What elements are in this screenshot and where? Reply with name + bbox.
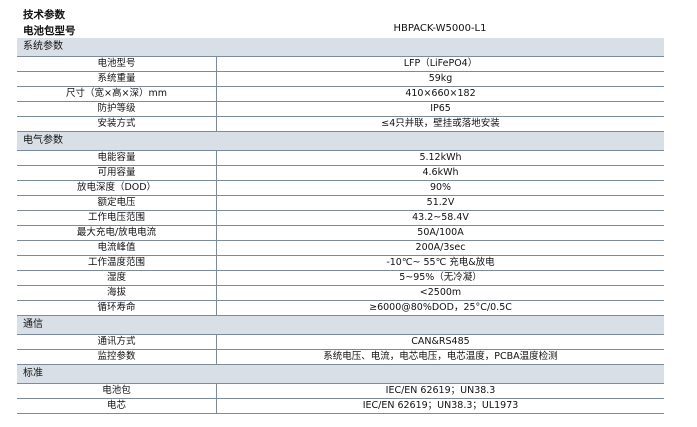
table-row: 工作温度范围 -10℃~ 55℃ 充电&放电 bbox=[17, 255, 664, 271]
table-row: 循环寿命 ≥6000@80%DOD，25°C/0.5C bbox=[17, 300, 664, 316]
section-header: 系统参数 bbox=[17, 38, 664, 57]
table-row: 电芯 IEC/EN 62619；UN38.3；UL1973 bbox=[17, 398, 664, 414]
param-value: IEC/EN 62619；UN38.3 bbox=[216, 383, 664, 399]
table-row: 电流峰值 200A/3sec bbox=[17, 240, 664, 256]
table-row: 放电深度（DOD） 90% bbox=[17, 180, 664, 196]
param-name: 工作电压范围 bbox=[17, 210, 217, 226]
param-value: 5~95%（无冷凝） bbox=[216, 270, 664, 286]
param-value: ≥6000@80%DOD，25°C/0.5C bbox=[216, 300, 664, 316]
param-value: 4.6kWh bbox=[216, 165, 664, 181]
page-title: 技术参数 bbox=[23, 9, 65, 21]
param-value: 51.2V bbox=[216, 195, 664, 211]
model-value: HBPACK-W5000-L1 bbox=[393, 23, 487, 34]
param-name: 海拔 bbox=[17, 285, 217, 301]
param-value: 59kg bbox=[216, 71, 664, 87]
table-row: 电能容量 5.12kWh bbox=[17, 150, 664, 166]
table-row: 防护等级 IP65 bbox=[17, 101, 664, 117]
table-row: 安装方式 ≤4只并联，壁挂或落地安装 bbox=[17, 116, 664, 132]
param-name: 通讯方式 bbox=[17, 334, 217, 350]
param-name: 最大充电/放电电流 bbox=[17, 225, 217, 241]
table-row: 监控参数 系统电压、电流，电芯电压，电芯温度，PCBA温度检测 bbox=[17, 349, 664, 365]
spec-table: 系统参数 电池型号 LFP（LiFePO4） 系统重量 59kg 尺寸（宽×高×深）mm 4… bbox=[17, 38, 664, 414]
table-row: 海拔 <2500m bbox=[17, 285, 664, 301]
model-label: 电池包型号 bbox=[23, 25, 76, 37]
table-row: 通讯方式 CAN&RS485 bbox=[17, 334, 664, 350]
table-row: 最大充电/放电电流 50A/100A bbox=[17, 225, 664, 241]
param-name: 安装方式 bbox=[17, 116, 217, 132]
param-name: 工作温度范围 bbox=[17, 255, 217, 271]
param-name: 尺寸（宽×高×深）mm bbox=[17, 86, 217, 102]
param-name: 额定电压 bbox=[17, 195, 217, 211]
param-value: IP65 bbox=[216, 101, 664, 117]
param-value: LFP（LiFePO4） bbox=[216, 56, 664, 72]
param-value: 5.12kWh bbox=[216, 150, 664, 166]
param-name: 电池型号 bbox=[17, 56, 217, 72]
section-title: 电气参数 bbox=[17, 131, 664, 151]
section-header: 通信 bbox=[17, 315, 664, 335]
table-row: 电池型号 LFP（LiFePO4） bbox=[17, 56, 664, 72]
param-name: 电芯 bbox=[17, 398, 217, 414]
section-title: 通信 bbox=[17, 315, 664, 335]
section-title: 标准 bbox=[17, 364, 664, 384]
table-row: 电池包 IEC/EN 62619；UN38.3 bbox=[17, 383, 664, 399]
param-value: 90% bbox=[216, 180, 664, 196]
table-row: 额定电压 51.2V bbox=[17, 195, 664, 211]
param-name: 电池包 bbox=[17, 383, 217, 399]
param-name: 监控参数 bbox=[17, 349, 217, 365]
param-value: 43.2~58.4V bbox=[216, 210, 664, 226]
param-name: 系统重量 bbox=[17, 71, 217, 87]
param-name: 湿度 bbox=[17, 270, 217, 286]
table-row: 湿度 5~95%（无冷凝） bbox=[17, 270, 664, 286]
param-value: 系统电压、电流，电芯电压，电芯温度，PCBA温度检测 bbox=[216, 349, 664, 365]
param-name: 电能容量 bbox=[17, 150, 217, 166]
param-value: ≤4只并联，壁挂或落地安装 bbox=[216, 116, 664, 132]
param-value: <2500m bbox=[216, 285, 664, 301]
section-header: 标准 bbox=[17, 364, 664, 384]
table-row: 工作电压范围 43.2~58.4V bbox=[17, 210, 664, 226]
model-row: 电池包型号 HBPACK-W5000-L1 bbox=[23, 23, 664, 38]
table-row: 系统重量 59kg bbox=[17, 71, 664, 87]
section-title: 系统参数 bbox=[17, 38, 664, 57]
section-header: 电气参数 bbox=[17, 131, 664, 151]
param-value: IEC/EN 62619；UN38.3；UL1973 bbox=[216, 398, 664, 414]
table-row: 可用容量 4.6kWh bbox=[17, 165, 664, 181]
param-name: 可用容量 bbox=[17, 165, 217, 181]
param-name: 放电深度（DOD） bbox=[17, 180, 217, 196]
param-value: -10℃~ 55℃ 充电&放电 bbox=[216, 255, 664, 271]
param-value: 200A/3sec bbox=[216, 240, 664, 256]
param-name: 电流峰值 bbox=[17, 240, 217, 256]
param-name: 防护等级 bbox=[17, 101, 217, 117]
param-value: 410×660×182 bbox=[216, 86, 664, 102]
param-name: 循环寿命 bbox=[17, 300, 217, 316]
param-value: 50A/100A bbox=[216, 225, 664, 241]
param-value: CAN&RS485 bbox=[216, 334, 664, 350]
table-row: 尺寸（宽×高×深）mm 410×660×182 bbox=[17, 86, 664, 102]
